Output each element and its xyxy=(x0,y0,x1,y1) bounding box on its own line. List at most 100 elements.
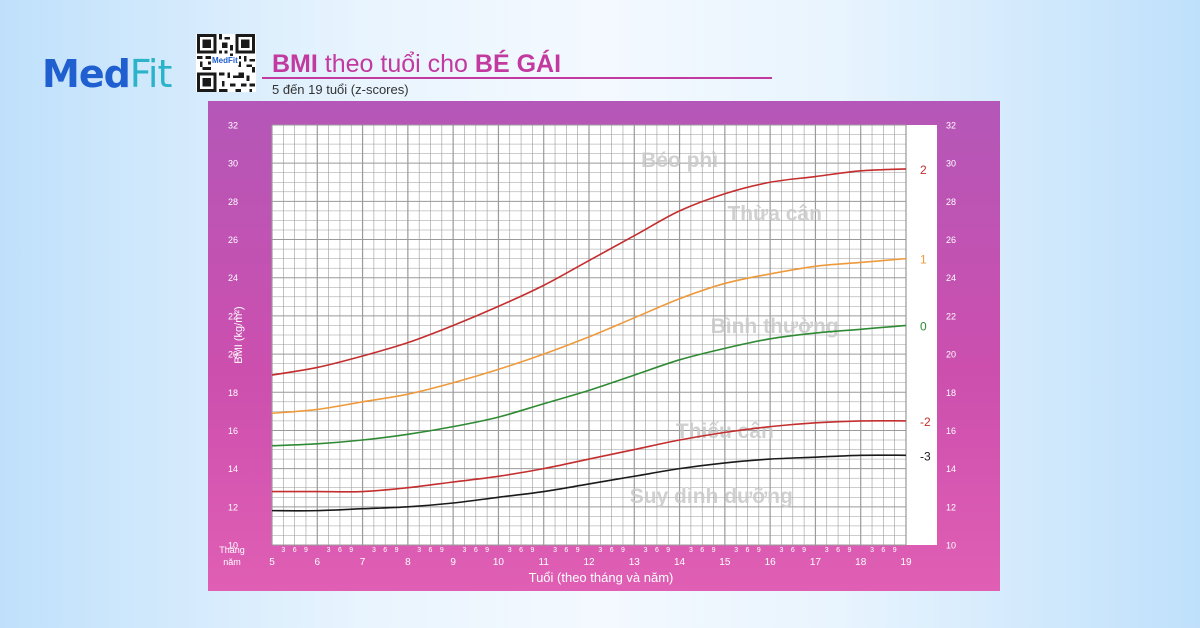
y-tick-label-left: 30 xyxy=(228,159,238,169)
x-month-label: 9 xyxy=(485,547,489,554)
x-month-label: 3 xyxy=(644,547,648,554)
y-tick-label-right: 14 xyxy=(946,464,956,474)
x-month-label: 9 xyxy=(712,547,716,554)
y-tick-label-left: 26 xyxy=(228,235,238,245)
x-axis-label: Tuổi (theo tháng và năm) xyxy=(529,570,674,585)
x-month-label: 9 xyxy=(395,547,399,554)
x-month-label: 3 xyxy=(734,547,738,554)
x-month-label: 9 xyxy=(304,547,308,554)
x-month-label: 6 xyxy=(293,547,297,554)
x-month-label: 9 xyxy=(802,547,806,554)
x-month-label: 9 xyxy=(893,547,897,554)
y-tick-label-left: 22 xyxy=(228,311,238,321)
series-label-z1: 1 xyxy=(920,253,927,267)
zone-label: Bình thường xyxy=(711,315,839,338)
y-tick-label-right: 22 xyxy=(946,311,956,321)
x-tick-label: 17 xyxy=(810,557,822,568)
title-middle: theo tuổi cho xyxy=(317,50,475,78)
y-tick-label-right: 10 xyxy=(946,541,956,551)
y-axis-label: BMI (kg/m²) xyxy=(233,306,245,363)
y-tick-label-left: 18 xyxy=(228,388,238,398)
x-month-label: 6 xyxy=(429,547,433,554)
series-line-z2 xyxy=(271,168,907,376)
series-label-z-3: -3 xyxy=(920,449,931,463)
y-tick-label-right: 26 xyxy=(946,235,956,245)
x-month-label: 6 xyxy=(610,547,614,554)
x-month-label: 3 xyxy=(417,547,421,554)
x-month-label: 9 xyxy=(757,547,761,554)
x-month-label: 3 xyxy=(780,547,784,554)
series-line-z1 xyxy=(271,257,907,415)
x-month-label: 6 xyxy=(474,547,478,554)
x-month-label: 9 xyxy=(621,547,625,554)
x-tick-label: 10 xyxy=(493,557,505,568)
series-label-z2: 2 xyxy=(920,163,927,177)
series-label-z0: 0 xyxy=(920,319,927,333)
x-tick-label: 7 xyxy=(360,557,366,568)
x-tick-label: 9 xyxy=(450,557,456,568)
y-tick-label-left: 14 xyxy=(228,464,238,474)
x-axis-years-caption: năm xyxy=(223,557,241,567)
x-axis-months-caption: Tháng xyxy=(219,545,245,555)
x-tick-label: 15 xyxy=(719,557,731,568)
series-label-z-2: -2 xyxy=(920,415,931,429)
x-month-label: 6 xyxy=(338,547,342,554)
zone-label: Béo phì xyxy=(641,149,718,172)
y-tick-label-right: 28 xyxy=(946,197,956,207)
x-month-label: 3 xyxy=(870,547,874,554)
y-tick-label-left: 28 xyxy=(228,197,238,207)
x-month-label: 3 xyxy=(281,547,285,554)
y-tick-label-right: 30 xyxy=(946,159,956,169)
page-subtitle: 5 đến 19 tuổi (z-scores) xyxy=(272,82,409,97)
x-month-label: 3 xyxy=(508,547,512,554)
x-tick-label: 8 xyxy=(405,557,411,568)
x-tick-label: 18 xyxy=(855,557,867,568)
x-tick-label: 19 xyxy=(900,557,912,568)
title-bmi: BMI xyxy=(272,50,318,78)
x-month-label: 9 xyxy=(530,547,534,554)
y-tick-label-right: 24 xyxy=(946,273,956,283)
y-tick-label-left: 24 xyxy=(228,273,238,283)
x-month-label: 9 xyxy=(440,547,444,554)
y-tick-label-right: 16 xyxy=(946,426,956,436)
x-month-label: 6 xyxy=(655,547,659,554)
x-tick-label: 6 xyxy=(315,557,321,568)
x-month-label: 6 xyxy=(791,547,795,554)
y-tick-label-right: 12 xyxy=(946,502,956,512)
x-month-label: 9 xyxy=(847,547,851,554)
qr-label: MedFit xyxy=(211,56,239,65)
y-tick-label-right: 32 xyxy=(946,121,956,131)
x-month-label: 6 xyxy=(700,547,704,554)
x-month-label: 6 xyxy=(383,547,387,554)
x-month-label: 6 xyxy=(519,547,523,554)
x-month-label: 6 xyxy=(746,547,750,554)
x-tick-label: 5 xyxy=(269,557,275,568)
y-tick-label-left: 12 xyxy=(228,502,238,512)
x-tick-label: 12 xyxy=(583,557,595,568)
x-month-label: 9 xyxy=(349,547,353,554)
x-tick-label: 16 xyxy=(765,557,777,568)
qr-code-icon xyxy=(196,34,256,92)
logo-med: Med xyxy=(42,52,131,96)
series-line-z0 xyxy=(271,324,907,447)
x-month-label: 3 xyxy=(598,547,602,554)
y-tick-label-left: 16 xyxy=(228,426,238,436)
medfit-logo: MedFit xyxy=(42,52,172,96)
x-month-label: 3 xyxy=(689,547,693,554)
title-girl: BÉ GÁI xyxy=(474,50,562,78)
y-tick-label-left: 10 xyxy=(228,541,238,551)
y-tick-label-left: 32 xyxy=(228,121,238,131)
right-label-column xyxy=(906,125,937,545)
x-month-label: 6 xyxy=(881,547,885,554)
x-tick-label: 13 xyxy=(629,557,641,568)
x-month-label: 3 xyxy=(825,547,829,554)
x-month-label: 9 xyxy=(576,547,580,554)
zone-label: Thừa cân xyxy=(727,202,822,225)
x-month-label: 3 xyxy=(553,547,557,554)
title-underline xyxy=(262,77,772,79)
x-tick-label: 14 xyxy=(674,557,686,568)
series-line-z-2 xyxy=(271,419,907,493)
x-month-label: 3 xyxy=(463,547,467,554)
x-month-label: 3 xyxy=(372,547,376,554)
